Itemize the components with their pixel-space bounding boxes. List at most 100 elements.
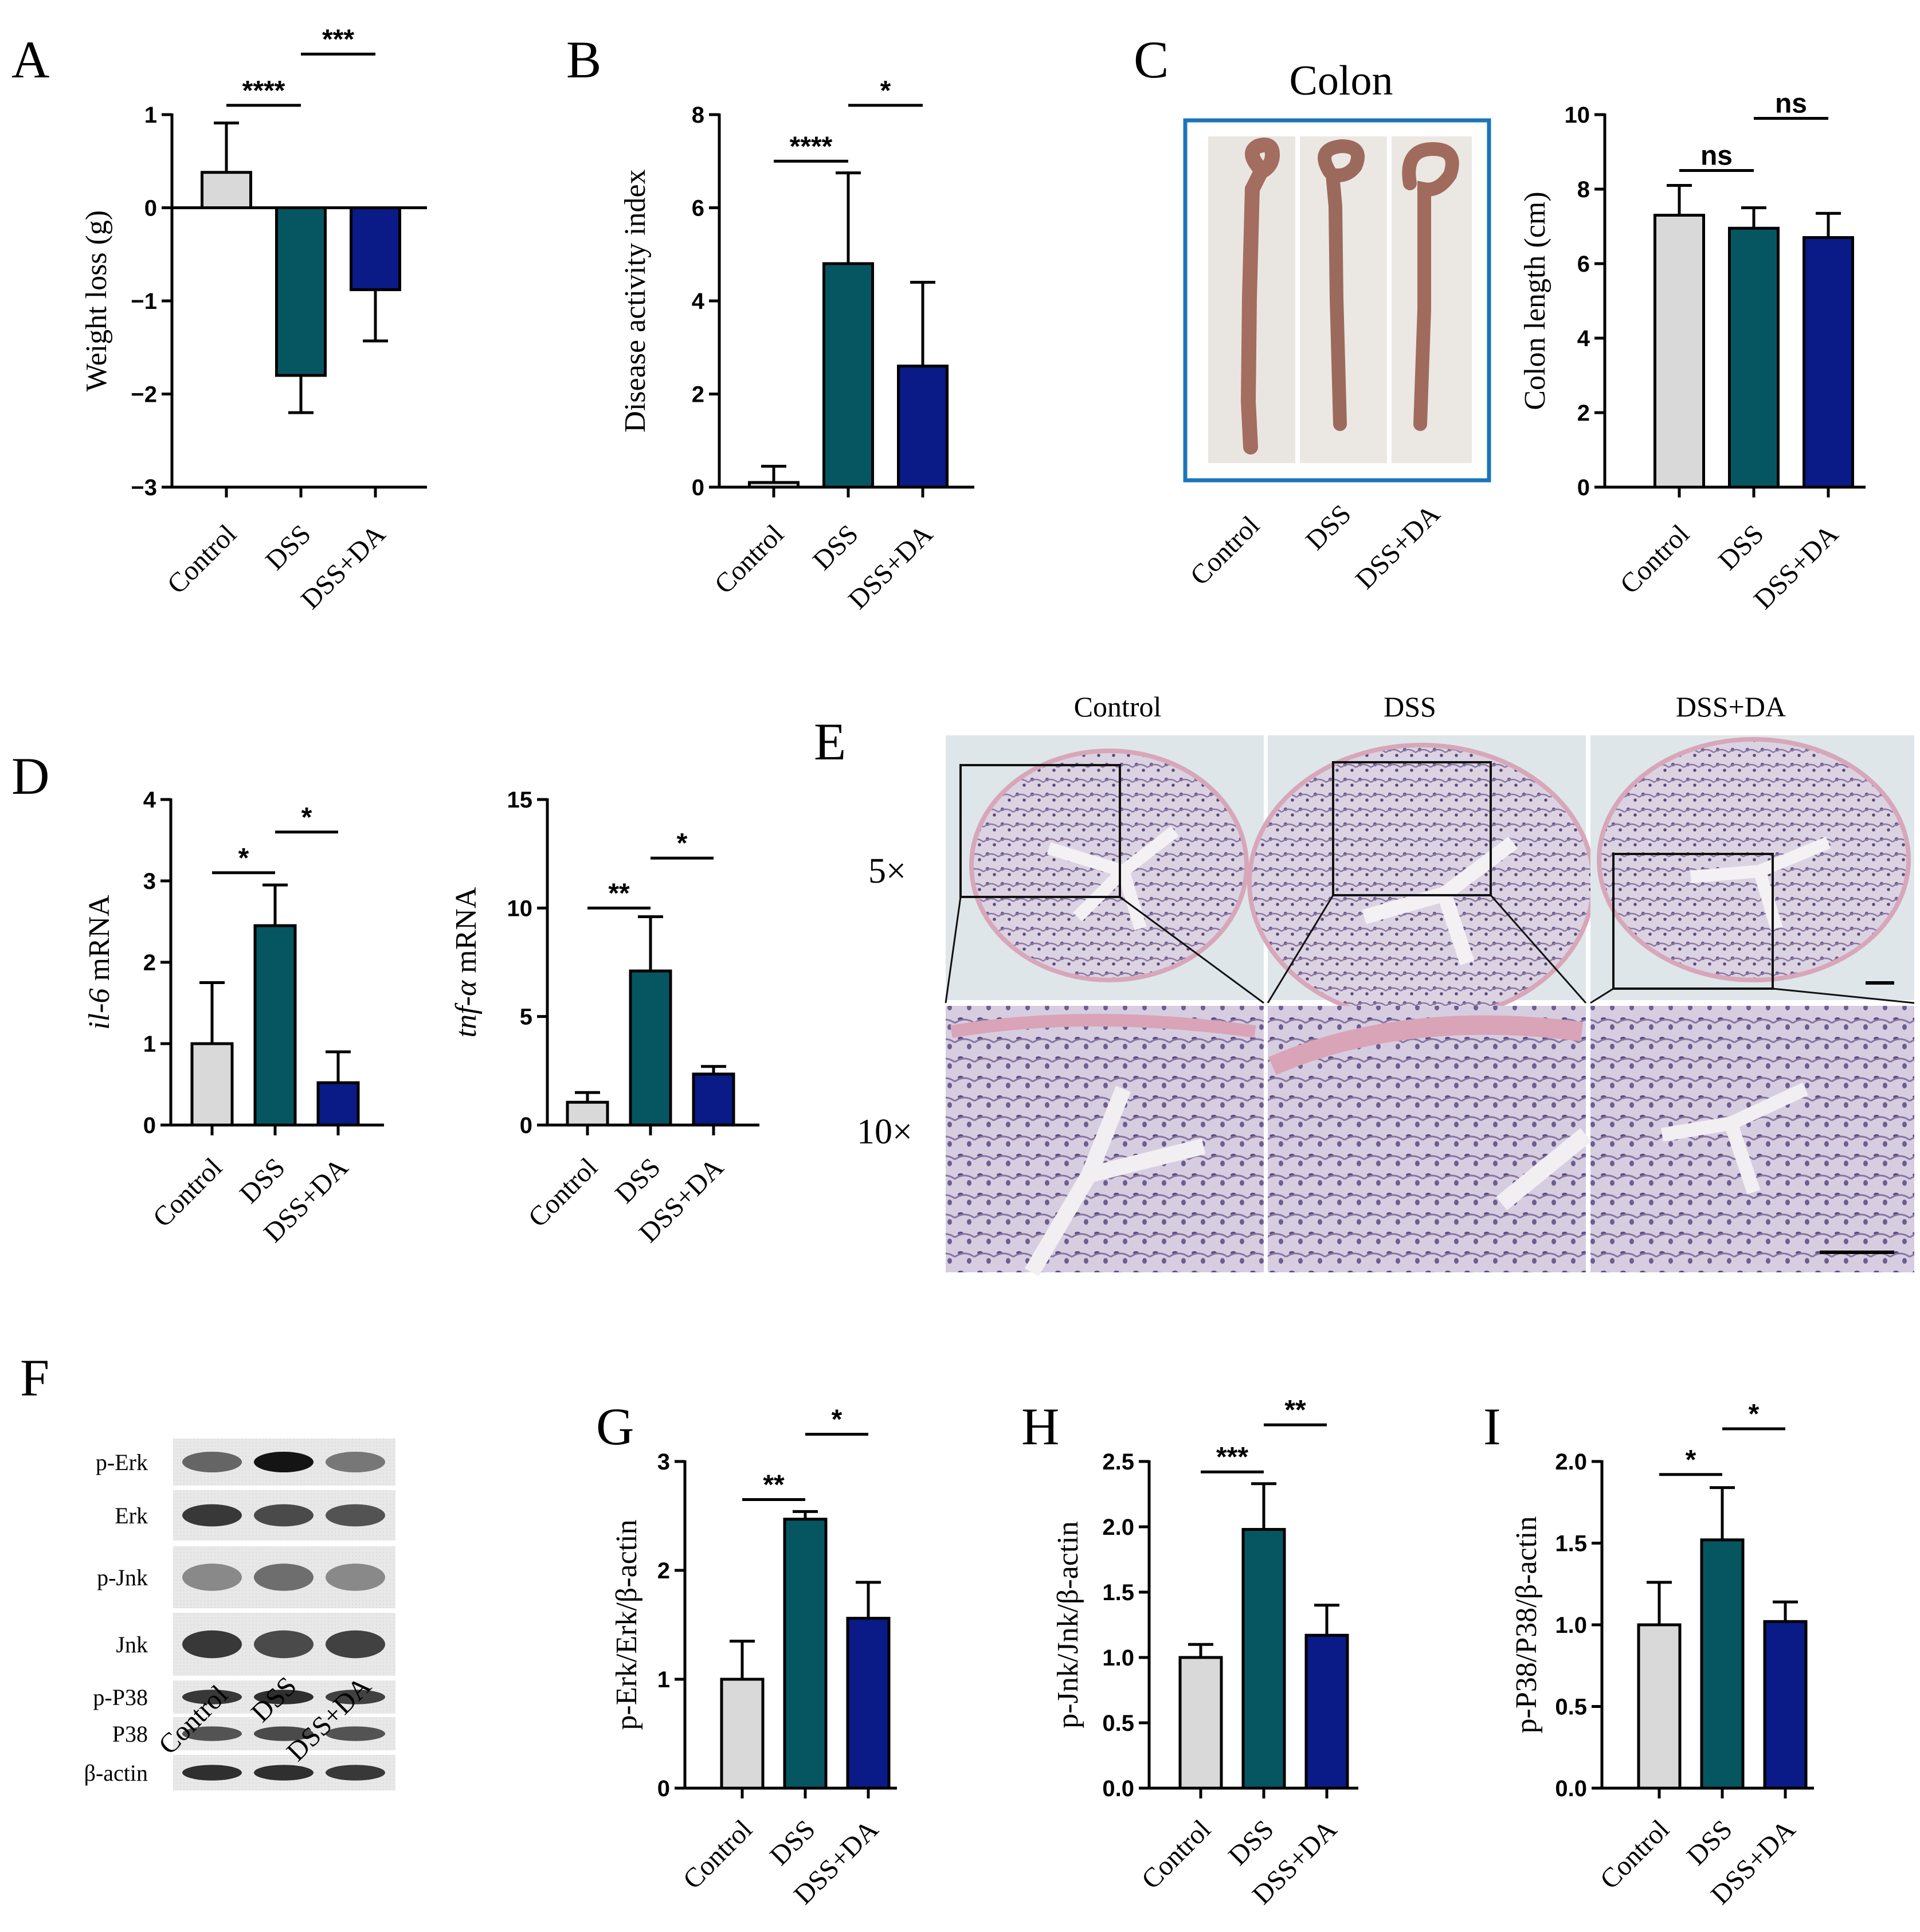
y-axis-label-italic: tnf-α xyxy=(450,979,483,1037)
blot-band xyxy=(254,1726,314,1741)
y-tick-label: 4 xyxy=(692,289,705,314)
y-tick-label: 6 xyxy=(692,196,704,221)
blot-band xyxy=(326,1504,385,1527)
y-tick-label: 0 xyxy=(657,1776,670,1801)
y-tick-label: −1 xyxy=(131,289,157,314)
y-tick-label: 2.0 xyxy=(1555,1449,1587,1475)
blot-band xyxy=(182,1726,242,1741)
significance-label: * xyxy=(238,843,249,873)
blot-band xyxy=(254,1563,314,1591)
significance-label: ** xyxy=(608,878,630,908)
x-tick-label: DSS xyxy=(260,519,317,576)
significance-label: **** xyxy=(242,76,285,106)
histology-10x-dss-da xyxy=(1590,1006,1914,1272)
bar-dss-da xyxy=(846,1617,891,1790)
blot-band xyxy=(182,1690,242,1704)
x-tick-label: Control xyxy=(162,519,242,599)
y-tick-label: 0 xyxy=(520,1113,532,1138)
significance-label: * xyxy=(832,1405,843,1435)
x-tick-label: DSS xyxy=(807,519,864,576)
y-tick-label: 2 xyxy=(692,382,704,407)
y-tick-label: 3 xyxy=(657,1449,670,1475)
bar-dss-da xyxy=(692,1072,735,1127)
blot-band xyxy=(254,1690,314,1704)
bar-dss xyxy=(275,206,327,377)
histology-row-label-10x: 10× xyxy=(857,1112,912,1151)
y-tick-label: −3 xyxy=(131,475,157,500)
y-tick-label: 0.5 xyxy=(1102,1711,1134,1736)
y-tick-label: 1 xyxy=(143,1032,156,1057)
bar-dss-da xyxy=(316,1081,360,1127)
bar-dss xyxy=(629,969,672,1127)
y-tick-label: 1.0 xyxy=(1102,1645,1134,1671)
zoom-box-dss xyxy=(1332,761,1492,896)
bar-dss xyxy=(1728,226,1780,489)
x-tick-label: DSS xyxy=(1681,1814,1738,1871)
y-tick-label: 8 xyxy=(1577,177,1590,202)
x-tick-label: DSS xyxy=(234,1152,291,1209)
y-tick-label: 0.0 xyxy=(1102,1776,1134,1801)
bar-dss-da xyxy=(350,206,401,291)
significance-label: * xyxy=(1686,1445,1696,1475)
significance-label: * xyxy=(677,828,688,859)
panel-label-H: H xyxy=(1021,1397,1059,1456)
y-axis-label: tnf-α mRNA xyxy=(450,887,483,1037)
blot-band xyxy=(182,1563,242,1591)
histology-col-label-dss-da: DSS+DA xyxy=(1676,691,1786,723)
y-tick-label: 2 xyxy=(657,1558,670,1584)
y-tick-label: 4 xyxy=(1577,326,1590,351)
x-tick-label: Control xyxy=(1594,1814,1675,1895)
blot-band xyxy=(254,1504,314,1527)
y-tick-label: 1.0 xyxy=(1555,1613,1587,1638)
y-tick-label: 3 xyxy=(143,869,156,894)
y-tick-label: 0 xyxy=(143,1113,156,1138)
y-axis-label: Weight loss (g) xyxy=(80,210,113,391)
significance-label: * xyxy=(301,802,312,833)
zoom-box-control xyxy=(959,764,1121,898)
significance-label: ** xyxy=(763,1470,785,1500)
y-axis-label-rest: mRNA xyxy=(450,887,483,981)
colon-photo-label-control: Control xyxy=(1185,510,1265,591)
bar-control xyxy=(1178,1656,1223,1790)
x-tick-label: DSS xyxy=(764,1814,821,1871)
bar-control xyxy=(1637,1623,1682,1790)
blot-band xyxy=(182,1451,242,1473)
panel-label-F: F xyxy=(20,1349,49,1407)
y-axis-label: p-Jnk/Jnk/β-actin xyxy=(1052,1521,1084,1729)
colon-specimen-dss xyxy=(1318,139,1365,431)
y-tick-label: 8 xyxy=(692,103,704,128)
significance-label: * xyxy=(880,76,891,106)
y-tick-label: 2 xyxy=(1577,401,1590,426)
x-tick-label: DSS xyxy=(1713,519,1770,576)
significance-label: *** xyxy=(1216,1442,1248,1472)
x-tick-label: DSS xyxy=(1222,1814,1280,1871)
x-tick-label: DSS xyxy=(609,1152,667,1209)
blot-row-label: P38 xyxy=(112,1721,148,1747)
histology-col-label-control: Control xyxy=(1074,691,1162,723)
blot-band xyxy=(254,1451,314,1473)
significance-label: ns xyxy=(1775,89,1807,119)
panel-label-G: G xyxy=(596,1397,634,1456)
blot-band xyxy=(326,1563,385,1591)
colon-photo-frame xyxy=(1183,118,1491,483)
y-tick-label: −2 xyxy=(131,382,157,407)
y-tick-label: 0.0 xyxy=(1555,1776,1587,1801)
bar-control xyxy=(566,1100,609,1127)
histology-col-label-dss: DSS xyxy=(1384,691,1436,723)
y-tick-label: 6 xyxy=(1577,252,1590,277)
colon-specimen-control xyxy=(1240,137,1280,454)
blot-band xyxy=(254,1765,314,1781)
chart-pp38-ratio: 0.0 0.5 1.0 1.5 2.0 p-P38/P38/β-actin Control D… xyxy=(1510,1399,1814,1910)
y-tick-label: 15 xyxy=(507,787,533,813)
bar-dss xyxy=(1241,1528,1286,1790)
bar-dss xyxy=(822,262,874,489)
blot-band xyxy=(326,1630,385,1659)
significance-label: *** xyxy=(322,24,354,54)
y-tick-label: 2.0 xyxy=(1102,1515,1134,1540)
panel-label-E: E xyxy=(814,712,846,771)
x-tick-label: Control xyxy=(1615,519,1695,599)
bar-dss-da xyxy=(1763,1620,1808,1790)
histology-row-label-5x: 5× xyxy=(868,852,906,891)
